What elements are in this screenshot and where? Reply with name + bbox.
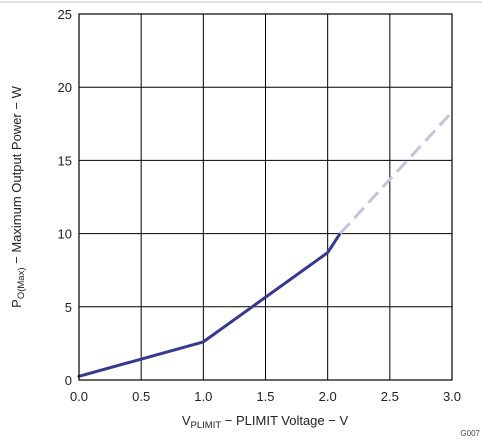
y-tick-label: 25 xyxy=(58,7,72,22)
y-axis-label: PO(Max) − Maximum Output Power − W xyxy=(9,85,27,307)
y-tick-label: 10 xyxy=(58,227,72,242)
x-tick-label: 2.0 xyxy=(319,389,337,404)
x-tick-labels: 0.0 0.5 1.0 1.5 2.0 2.5 3.0 xyxy=(70,389,461,404)
x-tick-label: 1.5 xyxy=(256,389,274,404)
x-tick-label: 0.5 xyxy=(132,389,150,404)
series-line-dashed xyxy=(338,111,454,235)
series-group xyxy=(77,111,454,378)
x-tick-label: 0.0 xyxy=(70,389,88,404)
y-tick-labels: 0 5 10 15 20 25 xyxy=(58,7,72,388)
x-axis-label: VPLIMIT − PLIMIT Voltage − V xyxy=(182,413,349,431)
plot-frame xyxy=(78,13,453,381)
x-tick-label: 2.5 xyxy=(381,389,399,404)
y-tick-label: 0 xyxy=(65,373,72,388)
x-tick-label: 3.0 xyxy=(443,389,461,404)
x-tick-label: 1.0 xyxy=(194,389,212,404)
y-tick-label: 15 xyxy=(58,153,72,168)
series-line-solid xyxy=(77,232,342,378)
y-tick-label: 20 xyxy=(58,80,72,95)
y-tick-label: 5 xyxy=(65,300,72,315)
figure-code: G007 xyxy=(460,429,480,438)
